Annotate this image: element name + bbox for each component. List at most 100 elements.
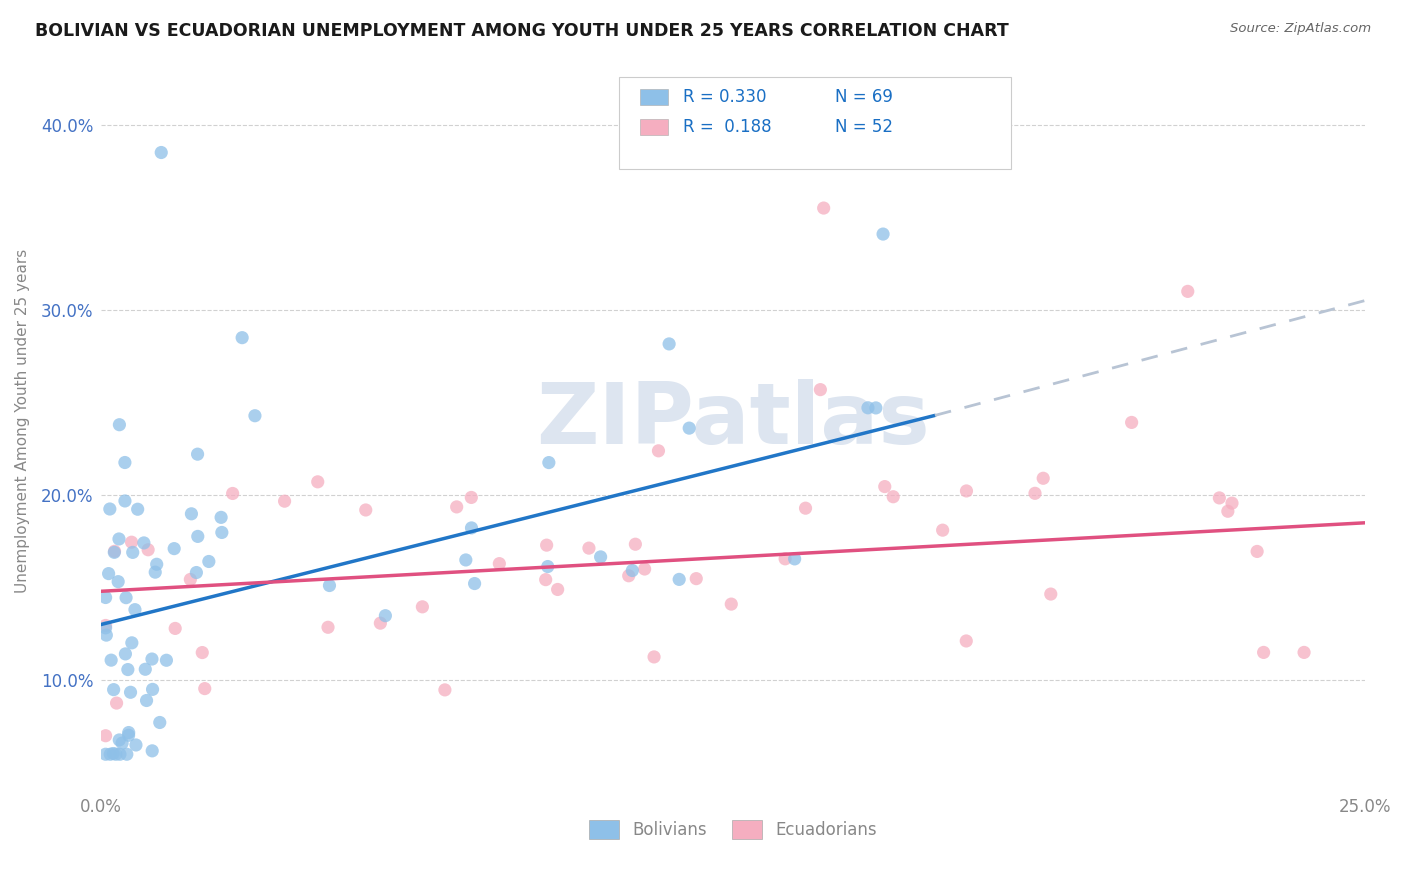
Point — [460, 491, 482, 505]
FancyBboxPatch shape — [619, 77, 1011, 169]
Point — [1253, 645, 1275, 659]
Point — [194, 681, 217, 696]
Point — [783, 552, 806, 566]
Point — [318, 578, 340, 592]
Point — [547, 582, 569, 597]
Point — [111, 736, 134, 750]
Point — [100, 653, 122, 667]
Point — [411, 599, 433, 614]
Point — [578, 541, 600, 555]
Point — [120, 685, 142, 699]
Point — [624, 537, 647, 551]
Text: BOLIVIAN VS ECUADORIAN UNEMPLOYMENT AMONG YOUTH UNDER 25 YEARS CORRELATION CHART: BOLIVIAN VS ECUADORIAN UNEMPLOYMENT AMON… — [35, 22, 1010, 40]
Point — [121, 535, 143, 549]
Point — [209, 510, 232, 524]
Point — [794, 501, 817, 516]
Point — [370, 616, 392, 631]
Point — [142, 682, 165, 697]
Point — [118, 725, 141, 739]
Point — [107, 574, 129, 589]
Point — [633, 562, 655, 576]
Point — [124, 602, 146, 616]
Point — [98, 502, 121, 516]
Point — [198, 554, 221, 568]
Point — [1294, 645, 1316, 659]
Point — [882, 490, 904, 504]
Point — [117, 728, 139, 742]
Point — [132, 536, 155, 550]
Point — [103, 544, 125, 558]
Point — [98, 747, 121, 762]
Text: N = 69: N = 69 — [835, 88, 893, 106]
Point — [115, 591, 138, 605]
Point — [589, 549, 612, 564]
Point — [720, 597, 742, 611]
Point — [1121, 416, 1143, 430]
Point — [114, 494, 136, 508]
Point — [537, 456, 560, 470]
Point — [221, 486, 243, 500]
Point — [643, 649, 665, 664]
Point — [1216, 504, 1239, 518]
Point — [617, 568, 640, 582]
Point — [149, 715, 172, 730]
Point — [1024, 486, 1046, 500]
Point — [155, 653, 177, 667]
Point — [813, 201, 835, 215]
Legend: Bolivians, Ecuadorians: Bolivians, Ecuadorians — [582, 814, 883, 846]
Point — [108, 733, 131, 747]
Point — [454, 553, 477, 567]
Point — [180, 507, 202, 521]
Point — [872, 227, 894, 241]
Point — [125, 738, 148, 752]
Point — [273, 494, 295, 508]
Point — [955, 634, 977, 648]
Point — [114, 647, 136, 661]
Point — [685, 572, 707, 586]
Point — [537, 559, 560, 574]
Point — [136, 542, 159, 557]
Point — [1208, 491, 1230, 505]
Point — [97, 566, 120, 581]
Point — [150, 145, 173, 160]
Point — [647, 443, 669, 458]
Point — [143, 565, 166, 579]
Point — [1032, 471, 1054, 485]
Point — [231, 331, 253, 345]
Point — [179, 573, 201, 587]
Point — [955, 483, 977, 498]
Point — [621, 564, 644, 578]
Point — [186, 566, 208, 580]
Point — [103, 682, 125, 697]
Point — [1177, 285, 1199, 299]
Point — [121, 545, 143, 559]
Point — [488, 557, 510, 571]
Point — [354, 503, 377, 517]
Point — [316, 620, 339, 634]
Text: Source: ZipAtlas.com: Source: ZipAtlas.com — [1230, 22, 1371, 36]
Point — [94, 591, 117, 605]
Text: ZIPatlas: ZIPatlas — [536, 379, 929, 462]
Point — [135, 693, 157, 707]
Text: R =  0.188: R = 0.188 — [683, 118, 772, 136]
Point — [808, 383, 831, 397]
Point — [165, 622, 187, 636]
Point — [115, 747, 138, 762]
Point — [103, 545, 125, 559]
Point — [243, 409, 266, 423]
Point — [121, 636, 143, 650]
Point — [460, 521, 482, 535]
Point — [96, 628, 118, 642]
Point — [103, 747, 125, 761]
Point — [187, 529, 209, 543]
Point — [668, 573, 690, 587]
Point — [1246, 544, 1268, 558]
Point — [191, 646, 214, 660]
Point — [307, 475, 329, 489]
Point — [108, 417, 131, 432]
Point — [94, 621, 117, 635]
Point — [94, 747, 117, 762]
Point — [94, 729, 117, 743]
Point — [117, 663, 139, 677]
Point — [104, 747, 127, 762]
